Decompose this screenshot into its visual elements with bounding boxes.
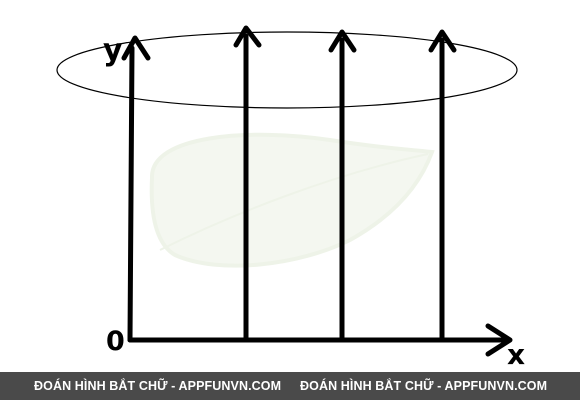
arrowheads-ellipse	[56, 31, 518, 109]
x-axis-arrowhead-icon	[485, 323, 513, 357]
vertical-arrow-2	[328, 29, 357, 343]
vertical-arrow-1	[233, 25, 262, 343]
watermark-footer: ĐOÁN HÌNH BẮT CHỮ - APPFUNVN.COM ĐOÁN HÌ…	[0, 372, 580, 400]
footer-text-left: ĐOÁN HÌNH BẮT CHỮ - APPFUNVN.COM	[34, 379, 282, 393]
y-axis	[121, 35, 151, 343]
leaf-watermark-icon	[149, 132, 435, 268]
arrowhead-icon	[233, 25, 262, 48]
arrow-diagram: y x 0	[56, 25, 525, 371]
footer-text-right: ĐOÁN HÌNH BẮT CHỮ - APPFUNVN.COM	[300, 379, 548, 393]
y-axis-arrowhead-icon	[121, 35, 151, 61]
y-axis-label: y	[103, 33, 123, 68]
x-axis	[127, 323, 513, 357]
vertical-arrow-3	[428, 29, 457, 343]
arrowhead-icon	[328, 29, 357, 53]
x-axis-label: x	[507, 338, 525, 371]
origin-label: 0	[106, 326, 125, 357]
arrowhead-icon	[428, 29, 457, 53]
